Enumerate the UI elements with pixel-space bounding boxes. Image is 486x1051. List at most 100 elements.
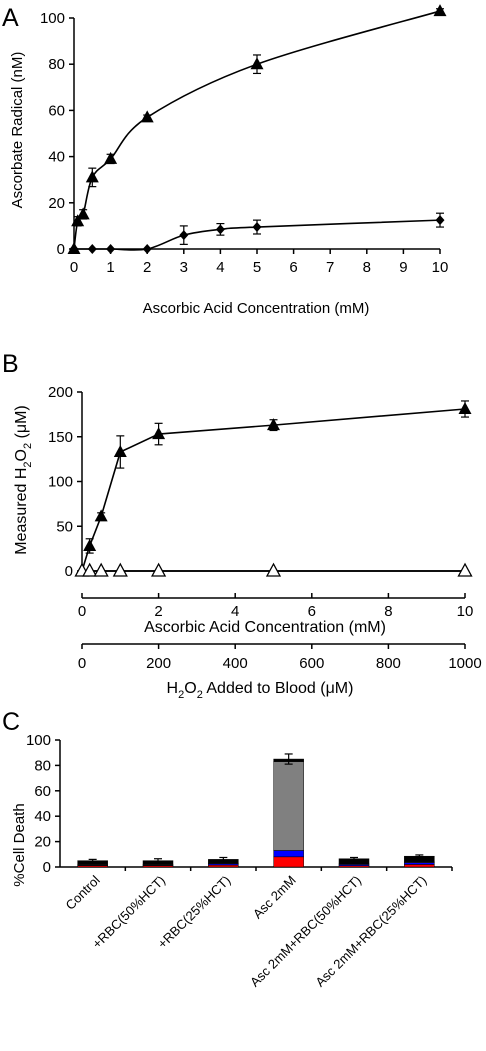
panel-c: C %Cell Death 020406080100Control+RBC(50… [2, 708, 453, 990]
panel-a-data-point [71, 214, 85, 227]
panel-b-data-point [83, 538, 97, 551]
panel-b-x2-tick-label: 800 [376, 655, 401, 672]
panel-a-x-tick-label: 8 [363, 259, 371, 276]
panel-b-data-point [152, 427, 166, 440]
panel-a-data-point [250, 57, 264, 70]
panel-b-y-tick-label: 100 [48, 474, 73, 491]
panel-a-x-tick-label: 7 [326, 259, 334, 276]
panel-c-bar-segment [273, 856, 304, 868]
panel-c-y-tick-label: 80 [34, 757, 51, 774]
panel-c-label: C [2, 708, 20, 736]
panel-b-x2-tick-label: 0 [78, 655, 86, 672]
panel-a-data-point [435, 215, 445, 226]
panel-b-label: B [2, 350, 19, 378]
panel-b-data-point [82, 562, 98, 577]
panel-c-y-tick-label: 100 [26, 732, 51, 749]
panel-b: B Measured H2O2 (μM) Ascorbic Acid Conce… [2, 350, 482, 701]
panel-a: A Ascorbate Radical (nM) Ascorbic Acid C… [2, 4, 448, 317]
panel-a-data-point [215, 224, 225, 235]
panel-b-series-line [81, 408, 466, 572]
panel-b-x2-title-sub: 2 [178, 689, 184, 701]
panel-a-y-tick-label: 100 [40, 10, 65, 27]
panel-a-data-point [179, 230, 189, 241]
panel-b-x2-title-part: Added to Blood (μM) [203, 680, 354, 697]
panel-b-x2-title-sub: 2 [197, 689, 203, 701]
panel-b-data-point [113, 444, 127, 457]
panel-a-y-tick-label: 60 [48, 102, 65, 119]
panel-a-x-tick-label: 0 [70, 259, 78, 276]
panel-c-y-axis-title: %Cell Death [11, 803, 28, 886]
panel-a-data-point [142, 244, 152, 254]
panel-b-y-title-part: (μM) [13, 405, 30, 443]
panel-b-x-tick-label: 8 [384, 603, 392, 620]
panel-b-y-tick-label: 200 [48, 384, 73, 401]
panel-a-y-tick-label: 20 [48, 195, 65, 212]
panel-b-x2-tick-label: 1000 [448, 655, 481, 672]
panel-a-y-axis-title: Ascorbate Radical (nM) [9, 52, 26, 209]
panel-b-data-point [112, 562, 128, 577]
panel-a-data-point [104, 151, 118, 164]
panel-c-category-label: Asc 2mM+RBC(25%HCT) [312, 873, 429, 990]
panel-c-y-tick-label: 40 [34, 808, 51, 825]
panel-a-x-tick-label: 3 [180, 259, 188, 276]
panel-c-bar-segment [273, 761, 304, 851]
panel-b-x-tick-label: 2 [154, 603, 162, 620]
panel-b-y-title-sub: 2 [22, 461, 34, 467]
panel-b-x-tick-label: 10 [457, 603, 474, 620]
panel-b-data-point [151, 562, 167, 577]
panel-b-x2-title-part: H [167, 680, 179, 697]
panel-c-bar-segment [208, 864, 239, 868]
panel-b-y-tick-label: 50 [56, 518, 73, 535]
panel-b-x2-tick-label: 600 [299, 655, 324, 672]
panel-a-y-tick-label: 80 [48, 56, 65, 73]
panel-a-x-axis-title: Ascorbic Acid Concentration (mM) [143, 300, 370, 317]
panel-b-data-point [267, 418, 280, 431]
panel-b-y-tick-label: 0 [65, 563, 73, 580]
panel-a-data-point [85, 170, 99, 183]
panel-a-y-tick-label: 0 [57, 241, 65, 258]
panel-b-y-title-sub: 2 [22, 443, 34, 449]
panel-c-category-label: Asc 2mM+RBC(50%HCT) [247, 873, 364, 990]
panel-c-y-tick-label: 60 [34, 783, 51, 800]
panel-b-data-point [265, 562, 282, 577]
panel-c-category-label: Asc 2mM [250, 873, 299, 922]
panel-a-data-point [433, 4, 447, 17]
panel-b-y-tick-label: 150 [48, 429, 73, 446]
panel-a-data-point [87, 244, 97, 254]
panel-b-x-tick-label: 0 [78, 603, 86, 620]
panel-c-bar-segment [273, 850, 304, 858]
panel-a-x-tick-label: 2 [143, 259, 151, 276]
panel-a-data-point [252, 222, 262, 233]
panel-a-x-tick-label: 1 [106, 259, 114, 276]
panel-a-x-tick-label: 5 [253, 259, 261, 276]
panel-b-data-point [457, 562, 473, 577]
panel-a-x-tick-label: 4 [216, 259, 224, 276]
panel-b-data-point [458, 402, 472, 415]
panel-b-y-axis-title: Measured H2O2 (μM) [13, 405, 34, 555]
panel-a-data-point [76, 207, 90, 220]
panel-b-x-tick-label: 4 [231, 603, 239, 620]
panel-b-data-point [94, 509, 108, 522]
panel-c-y-tick-label: 20 [34, 834, 51, 851]
panel-b-x2-axis-title: H2O2 Added to Blood (μM) [167, 680, 354, 701]
panel-a-label: A [2, 4, 19, 32]
panel-c-category-label: Control [63, 872, 103, 912]
panel-a-x-tick-label: 6 [289, 259, 297, 276]
panel-a-data-point [69, 244, 79, 254]
panel-b-y-title-part: Measured H [13, 468, 30, 555]
panel-a-series-line [73, 10, 441, 250]
panel-b-data-point [93, 562, 109, 577]
panel-a-x-tick-label: 10 [432, 259, 449, 276]
panel-a-x-tick-label: 9 [399, 259, 407, 276]
panel-b-x2-tick-label: 200 [146, 655, 171, 672]
panel-b-x2-title-part: O [184, 680, 196, 697]
panel-a-data-point [140, 110, 154, 123]
panel-b-y-title-part: O [13, 449, 30, 461]
panel-b-x-tick-label: 6 [308, 603, 316, 620]
panel-c-y-tick-label: 0 [43, 859, 51, 876]
panel-c-bar-segment [404, 862, 435, 865]
panel-c-bar-segment [404, 864, 435, 868]
panel-b-x-axis-title: Ascorbic Acid Concentration (mM) [144, 619, 386, 636]
panel-a-y-tick-label: 40 [48, 149, 65, 166]
